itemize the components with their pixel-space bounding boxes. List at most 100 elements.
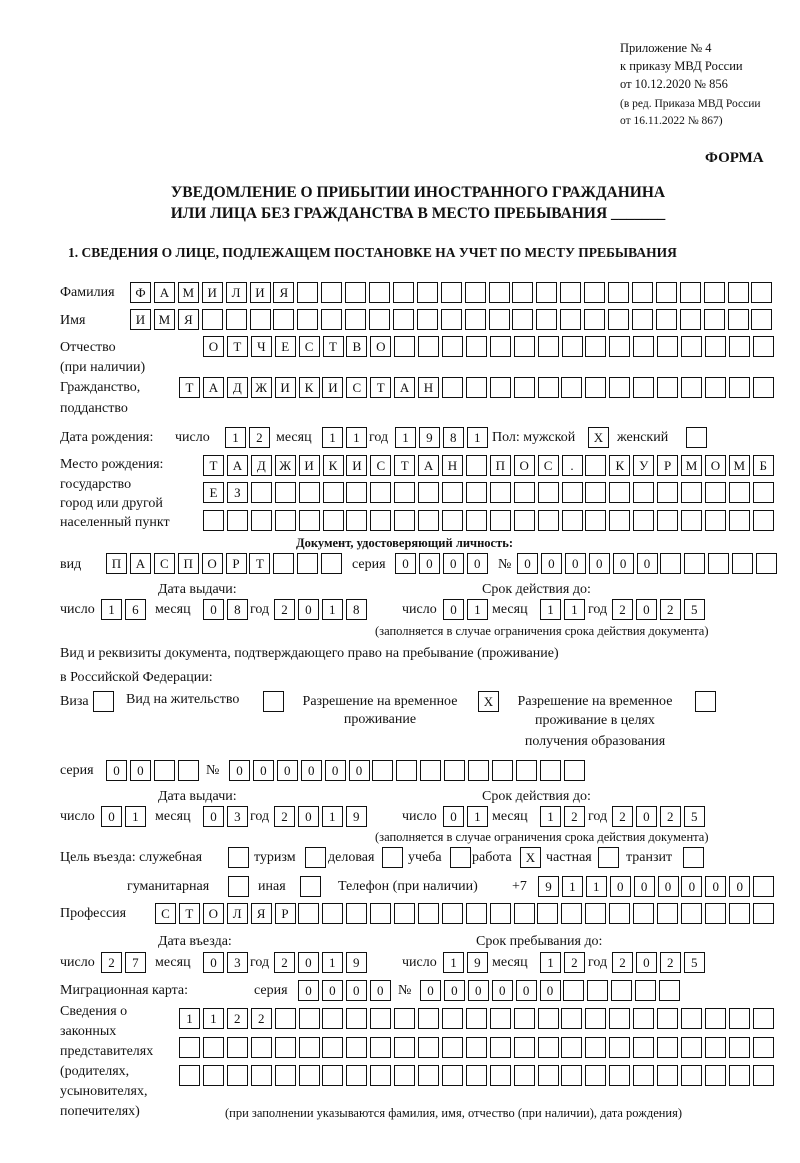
- char-box[interactable]: [346, 482, 368, 503]
- sex-female-checkbox[interactable]: [686, 427, 710, 448]
- char-box[interactable]: [250, 1037, 272, 1058]
- char-box[interactable]: [680, 1065, 702, 1086]
- char-box[interactable]: [370, 1065, 392, 1086]
- char-box[interactable]: 2: [563, 952, 585, 973]
- char-box[interactable]: [298, 1008, 320, 1029]
- char-box[interactable]: [465, 903, 487, 924]
- char-box[interactable]: Ж: [250, 377, 272, 398]
- reps-boxes-3[interactable]: [179, 1065, 777, 1086]
- char-box[interactable]: [537, 482, 559, 503]
- char-box[interactable]: [609, 1065, 631, 1086]
- char-box[interactable]: 0: [588, 553, 610, 574]
- char-box[interactable]: 0: [443, 980, 465, 1001]
- char-box[interactable]: [585, 1037, 607, 1058]
- char-box[interactable]: [537, 1037, 559, 1058]
- char-box[interactable]: [394, 903, 415, 924]
- char-box[interactable]: [394, 482, 416, 503]
- char-box[interactable]: [561, 903, 583, 924]
- char-box[interactable]: 0: [443, 599, 464, 620]
- char-box[interactable]: [635, 980, 657, 1001]
- char-box[interactable]: 2: [248, 427, 270, 448]
- checkbox-cell[interactable]: [300, 876, 321, 897]
- char-box[interactable]: [561, 336, 583, 357]
- char-box[interactable]: [631, 309, 653, 330]
- char-box[interactable]: [728, 510, 750, 531]
- char-box[interactable]: 5: [683, 599, 705, 620]
- char-box[interactable]: [441, 1008, 463, 1029]
- char-box[interactable]: [584, 282, 606, 303]
- char-box[interactable]: [609, 510, 631, 531]
- char-box[interactable]: 0: [229, 760, 250, 781]
- char-box[interactable]: С: [153, 553, 175, 574]
- char-box[interactable]: [584, 309, 606, 330]
- char-box[interactable]: 3: [226, 952, 248, 973]
- char-box[interactable]: [489, 510, 511, 531]
- char-box[interactable]: [704, 1008, 726, 1029]
- checkbox-cell[interactable]: [228, 847, 249, 868]
- char-box[interactable]: [704, 377, 726, 398]
- char-box[interactable]: 1: [466, 427, 488, 448]
- char-box[interactable]: 0: [442, 553, 464, 574]
- char-box[interactable]: [202, 1065, 224, 1086]
- char-box[interactable]: 0: [101, 806, 122, 827]
- char-box[interactable]: 0: [635, 952, 657, 973]
- char-box[interactable]: [513, 903, 535, 924]
- char-box[interactable]: [464, 282, 486, 303]
- char-box[interactable]: 0: [345, 980, 367, 1001]
- purpose-humanitarian-checkbox[interactable]: [228, 876, 252, 897]
- char-box[interactable]: [561, 482, 583, 503]
- char-box[interactable]: 0: [348, 760, 370, 781]
- char-box[interactable]: [679, 282, 701, 303]
- visa-checkbox[interactable]: [93, 691, 117, 712]
- char-box[interactable]: 9: [345, 952, 367, 973]
- char-box[interactable]: [752, 1037, 774, 1058]
- char-box[interactable]: И: [130, 309, 151, 330]
- char-box[interactable]: [345, 282, 367, 303]
- char-box[interactable]: [703, 309, 725, 330]
- char-box[interactable]: 0: [539, 980, 561, 1001]
- char-box[interactable]: Р: [225, 553, 247, 574]
- char-box[interactable]: [756, 553, 777, 574]
- char-box[interactable]: 1: [179, 1008, 200, 1029]
- char-box[interactable]: 0: [612, 553, 634, 574]
- char-box[interactable]: [418, 482, 440, 503]
- char-box[interactable]: Н: [442, 455, 463, 476]
- char-box[interactable]: 2: [659, 806, 681, 827]
- char-box[interactable]: [537, 510, 559, 531]
- char-box[interactable]: [225, 309, 247, 330]
- char-box[interactable]: [751, 282, 773, 303]
- char-box[interactable]: [321, 553, 343, 574]
- char-box[interactable]: [370, 1008, 392, 1029]
- char-box[interactable]: 1: [443, 952, 464, 973]
- char-box[interactable]: 1: [101, 599, 122, 620]
- char-box[interactable]: 0: [657, 876, 679, 897]
- char-box[interactable]: 2: [250, 1008, 272, 1029]
- purpose-business-checkbox[interactable]: [382, 847, 406, 868]
- char-box[interactable]: [153, 760, 175, 781]
- char-box[interactable]: [297, 553, 319, 574]
- char-box[interactable]: Л: [225, 282, 247, 303]
- char-box[interactable]: [727, 309, 749, 330]
- char-box[interactable]: [442, 336, 463, 357]
- char-box[interactable]: 1: [540, 952, 561, 973]
- char-box[interactable]: [513, 336, 535, 357]
- char-box[interactable]: С: [155, 903, 176, 924]
- char-box[interactable]: [680, 1037, 702, 1058]
- char-box[interactable]: [298, 510, 320, 531]
- char-box[interactable]: С: [298, 336, 320, 357]
- char-box[interactable]: [203, 510, 224, 531]
- char-box[interactable]: [465, 377, 487, 398]
- char-box[interactable]: [226, 510, 248, 531]
- char-box[interactable]: [515, 760, 537, 781]
- char-box[interactable]: 2: [226, 1008, 248, 1029]
- char-box[interactable]: 9: [345, 806, 367, 827]
